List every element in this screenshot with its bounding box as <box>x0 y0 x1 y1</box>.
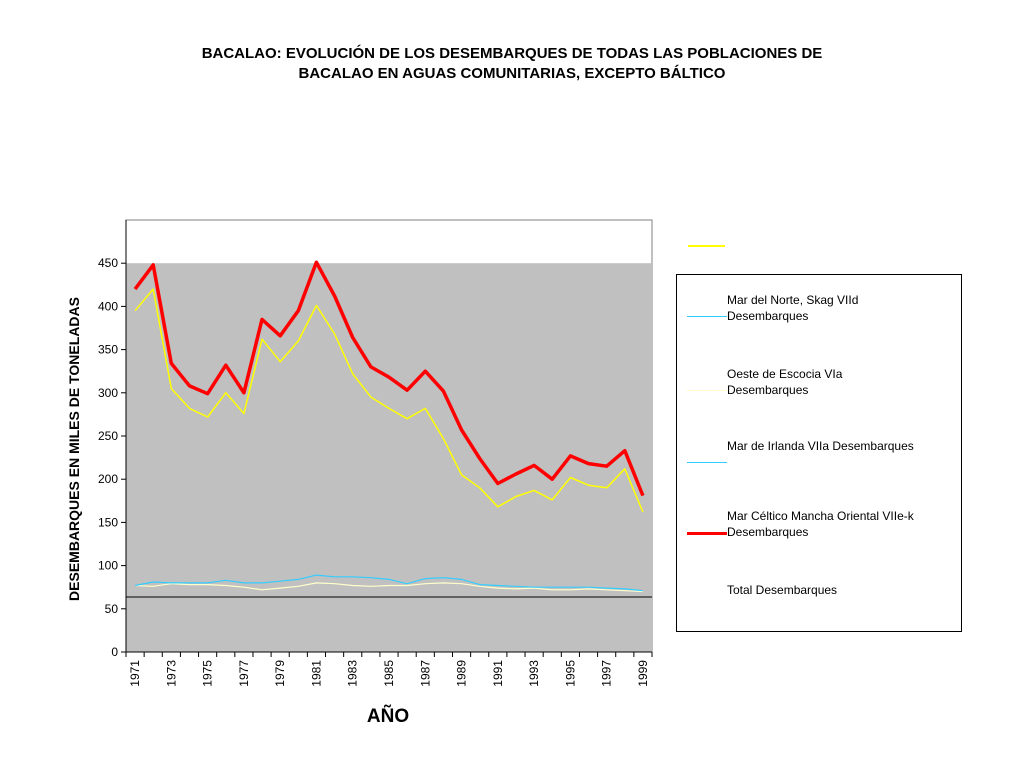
y-tick-label: 300 <box>98 386 118 400</box>
y-tick-label: 150 <box>98 515 118 529</box>
legend-label-2: Desembarques <box>727 383 809 397</box>
plot-fill-lower <box>126 597 652 652</box>
chart-title: BACALAO: EVOLUCIÓN DE LOS DESEMBARQUES D… <box>0 44 1024 84</box>
legend-swatch <box>687 532 727 535</box>
y-tick-label: 0 <box>111 645 118 659</box>
y-axis-title: DESEMBARQUES EN MILES DE TONELADAS <box>66 297 82 601</box>
legend-label: Mar Céltico Mancha Oriental VIIe-k <box>727 509 914 523</box>
legend-label: Oeste de Escocia VIa <box>727 367 843 381</box>
x-tick-label: 1989 <box>455 660 469 687</box>
legend-label-2: Desembarques <box>727 309 809 323</box>
series-line-0 <box>134 288 644 513</box>
chart-title-line-2: BACALAO EN AGUAS COMUNITARIAS, EXCEPTO B… <box>298 65 726 82</box>
chart-title-line-1: BACALAO: EVOLUCIÓN DE LOS DESEMBARQUES D… <box>201 45 823 62</box>
y-tick-label: 450 <box>98 256 118 270</box>
x-tick-label: 1971 <box>128 660 142 687</box>
x-tick-label: 1977 <box>237 660 251 687</box>
y-tick-label: 50 <box>105 602 119 616</box>
legend-label: Total Desembarques <box>727 583 838 597</box>
x-tick-label: 1991 <box>491 660 505 687</box>
x-tick-label: 1993 <box>527 660 541 687</box>
series-line-3 <box>133 260 645 497</box>
x-tick-label: 1973 <box>164 660 178 687</box>
x-axis-title: AÑO <box>366 706 410 727</box>
x-tick-label: 1975 <box>201 660 215 687</box>
legend: Mar del Norte, Skag VIId Desembarques Oes… <box>676 274 962 632</box>
x-tick-label: 1981 <box>309 660 323 687</box>
y-tick-label: 100 <box>98 559 118 573</box>
series-line-1 <box>135 582 643 593</box>
legend-label: Mar de Irlanda VIIa Desembarques <box>727 439 914 453</box>
legend-swatch <box>687 316 727 317</box>
x-tick-label: 1985 <box>382 660 396 687</box>
y-tick-label: 400 <box>98 299 118 313</box>
series-line-2 <box>134 574 643 592</box>
x-tick-label: 1979 <box>273 660 287 687</box>
legend-swatch-extra <box>688 245 725 247</box>
legend-label-2: Desembarques <box>727 525 809 539</box>
plot-fill-upper <box>126 263 652 597</box>
x-tick-label: 1987 <box>418 660 432 687</box>
y-tick-label: 200 <box>98 472 118 486</box>
y-tick-label: 250 <box>98 429 118 443</box>
y-tick-label: 350 <box>98 343 118 357</box>
x-tick-label: 1995 <box>563 660 577 687</box>
legend-swatch <box>687 462 727 463</box>
x-tick-label: 1983 <box>346 660 360 687</box>
x-tick-label: 1999 <box>636 660 650 687</box>
x-tick-label: 1997 <box>600 660 614 687</box>
legend-swatch <box>687 390 727 391</box>
legend-label: Mar del Norte, Skag VIId <box>727 293 859 307</box>
